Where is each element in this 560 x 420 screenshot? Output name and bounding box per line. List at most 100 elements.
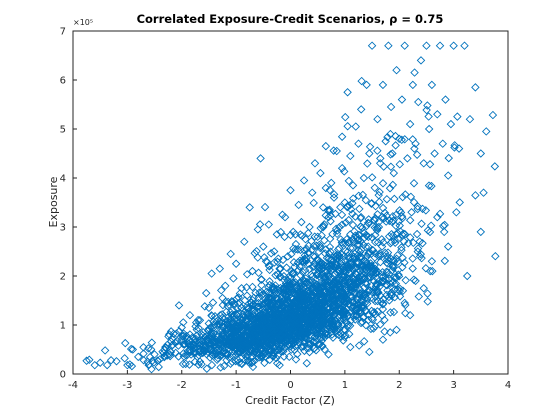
scatter-point: [342, 235, 352, 244]
scatter-point: [317, 333, 327, 343]
scatter-point: [383, 132, 392, 142]
scatter-point: [311, 282, 321, 291]
scatter-point: [323, 262, 333, 271]
scatter-point: [250, 308, 260, 317]
scatter-point: [298, 267, 308, 277]
scatter-point: [291, 337, 300, 347]
scatter-point: [318, 223, 328, 232]
scatter-point: [453, 112, 462, 121]
scatter-point: [249, 300, 258, 309]
scatter-point: [403, 154, 412, 163]
scatter-point: [242, 283, 251, 292]
scatter-point: [257, 291, 266, 300]
scatter-point: [310, 232, 320, 241]
scatter-point: [212, 355, 222, 365]
scatter-point: [165, 350, 175, 359]
scatter-point: [348, 198, 357, 208]
scatter-point: [290, 321, 300, 331]
scatter-point: [358, 262, 368, 271]
scatter-point: [388, 180, 398, 190]
scatter-point: [378, 304, 388, 314]
scatter-point: [127, 361, 137, 371]
scatter-point: [247, 298, 256, 307]
scatter-point: [427, 181, 436, 191]
scatter-point: [258, 299, 267, 309]
scatter-point: [399, 237, 409, 246]
scatter-point: [277, 294, 286, 304]
scatter-point: [415, 237, 424, 246]
scatter-point: [392, 65, 401, 75]
scatter-point: [325, 185, 335, 195]
scatter-point: [346, 253, 355, 263]
scatter-point: [333, 289, 342, 298]
scatter-point: [449, 41, 458, 50]
scatter-point: [347, 282, 356, 292]
scatter-point: [393, 257, 402, 267]
scatter-point: [413, 244, 423, 253]
scatter-point: [215, 264, 225, 273]
scatter-point: [218, 341, 227, 350]
scatter-point: [372, 279, 381, 289]
scatter-point: [367, 233, 377, 242]
scatter-point: [476, 149, 486, 158]
scatter-point: [269, 316, 279, 325]
scatter-point: [300, 346, 309, 356]
scatter-point: [265, 355, 274, 365]
scatter-point: [357, 262, 366, 271]
scatter-point: [362, 294, 372, 304]
scatter-point: [244, 312, 254, 322]
scatter-point: [303, 339, 313, 349]
scatter-point: [349, 282, 358, 291]
scatter-point: [423, 101, 432, 110]
scatter-point: [308, 262, 318, 272]
scatter-point: [405, 216, 415, 225]
scatter-point: [230, 343, 240, 353]
scatter-point: [395, 134, 404, 144]
scatter-point: [299, 301, 308, 311]
scatter-point: [289, 328, 299, 338]
scatter-point: [311, 328, 320, 338]
scatter-point: [386, 102, 396, 112]
scatter-point: [316, 168, 325, 178]
scatter-point: [378, 203, 388, 213]
scatter-point: [364, 215, 373, 224]
scatter-point: [375, 320, 385, 329]
scatter-point: [388, 261, 398, 270]
scatter-point: [259, 289, 268, 299]
scatter-point: [307, 236, 316, 246]
scatter-point: [313, 232, 322, 242]
scatter-point: [242, 291, 252, 300]
scatter-point: [444, 153, 454, 163]
x-tick-label: -2: [177, 380, 187, 391]
scatter-point: [423, 226, 433, 235]
scatter-point: [302, 244, 312, 254]
scatter-point: [301, 334, 311, 343]
scatter-point: [347, 260, 356, 269]
scatter-point: [335, 222, 344, 232]
scatter-point: [336, 316, 345, 326]
scatter-point: [269, 247, 279, 256]
scatter-point: [240, 237, 249, 246]
scatter-point: [225, 318, 235, 328]
scatter-point: [219, 329, 228, 338]
scatter-point: [400, 41, 409, 50]
scatter-point: [301, 234, 310, 244]
y-ticks: 0 1 2 3 4 5 6 7: [60, 27, 77, 381]
scatter-point: [366, 273, 375, 282]
scatter-point: [224, 343, 234, 353]
scatter-point: [268, 282, 278, 292]
scatter-point: [245, 203, 254, 212]
y-tick-label: 5: [60, 125, 66, 136]
scatter-point: [246, 336, 255, 345]
scatter-point: [427, 257, 437, 266]
scatter-point: [204, 324, 214, 333]
scatter-point: [343, 88, 352, 97]
scatter-point: [85, 355, 94, 365]
scatter-point: [286, 331, 295, 340]
scatter-point: [409, 197, 419, 207]
scatter-point: [219, 361, 229, 371]
scatter-point: [312, 306, 321, 316]
scatter-point: [265, 262, 274, 271]
scatter-point: [378, 179, 388, 188]
scatter-point: [286, 186, 295, 195]
